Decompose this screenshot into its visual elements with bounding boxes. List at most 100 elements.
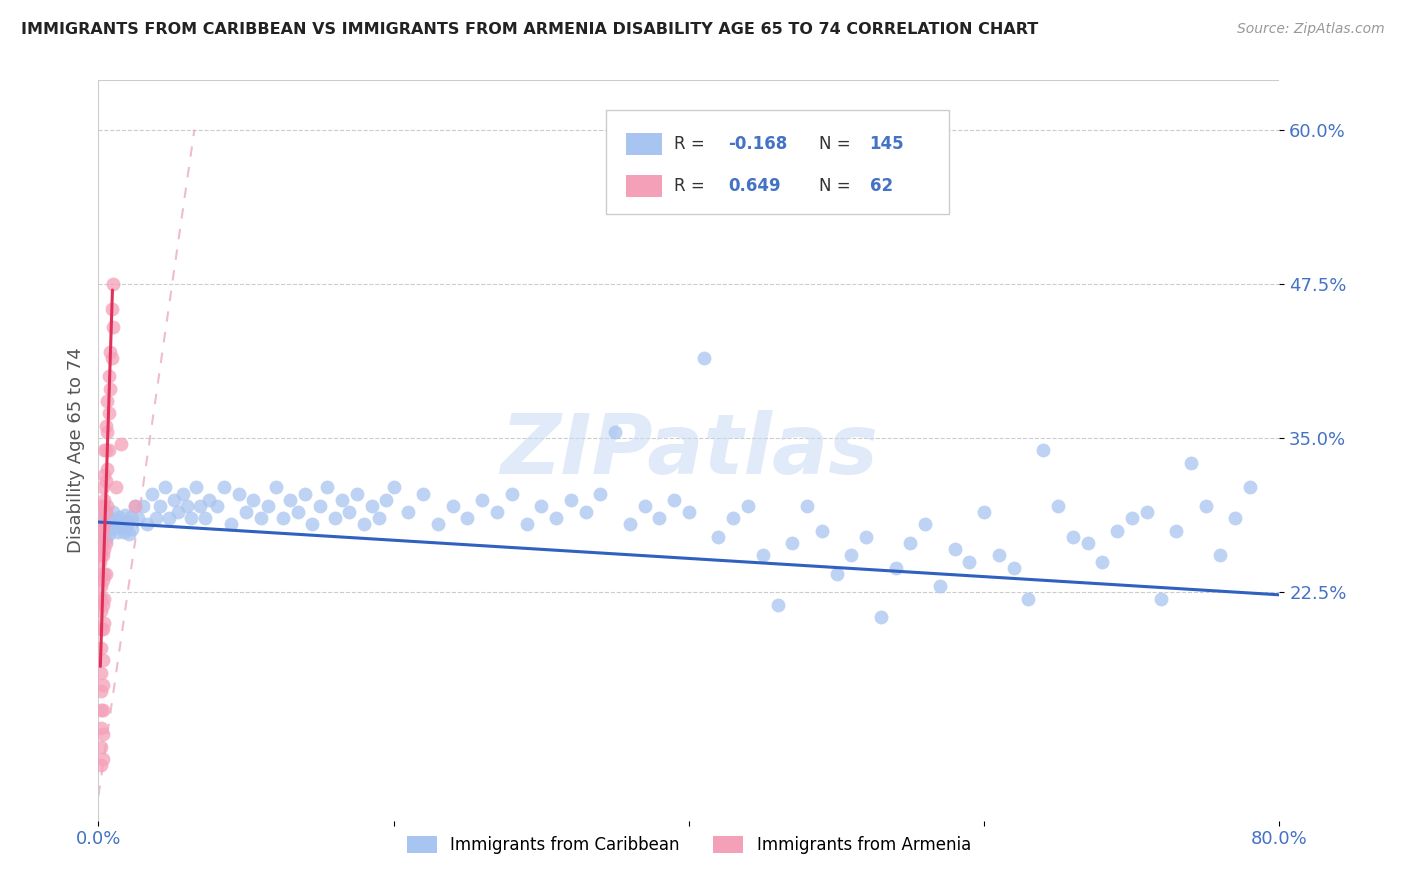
Point: [1209, 549, 1232, 563]
Point: [198, 492, 221, 507]
Point: [235, 505, 257, 519]
Point: [93, 517, 115, 532]
Point: [723, 511, 745, 525]
Text: -0.168: -0.168: [728, 135, 787, 153]
Point: [752, 549, 775, 563]
Point: [1046, 499, 1070, 513]
Point: [194, 511, 217, 525]
Point: [90, 623, 112, 637]
Point: [97, 407, 120, 421]
Point: [1239, 480, 1261, 494]
Point: [294, 486, 316, 500]
Point: [111, 515, 134, 529]
Text: R =: R =: [673, 135, 710, 153]
Point: [90, 640, 112, 655]
Text: 0.649: 0.649: [728, 178, 780, 195]
Point: [93, 520, 115, 534]
Point: [943, 542, 966, 557]
Point: [96, 394, 118, 409]
Point: [427, 517, 450, 532]
Point: [810, 524, 832, 538]
Point: [664, 492, 686, 507]
Point: [157, 511, 180, 525]
Point: [516, 517, 538, 532]
Point: [115, 520, 138, 534]
Point: [89, 530, 111, 544]
Point: [91, 549, 114, 563]
Point: [91, 573, 114, 587]
Point: [560, 492, 582, 507]
Point: [118, 527, 141, 541]
Point: [1032, 443, 1054, 458]
Point: [89, 542, 111, 557]
Point: [98, 344, 121, 359]
Point: [914, 517, 936, 532]
Point: [589, 486, 612, 500]
Point: [90, 511, 112, 525]
Point: [93, 468, 115, 483]
Point: [180, 511, 202, 525]
Point: [91, 499, 114, 513]
Point: [1002, 560, 1025, 574]
Point: [959, 554, 981, 569]
Point: [330, 492, 353, 507]
Point: [94, 533, 117, 547]
Point: [105, 512, 128, 526]
Point: [94, 536, 117, 550]
Point: [205, 499, 228, 513]
Point: [105, 480, 128, 494]
Point: [93, 542, 115, 557]
Text: N =: N =: [818, 135, 856, 153]
Point: [100, 301, 122, 316]
Point: [546, 511, 568, 525]
Point: [973, 505, 995, 519]
Point: [280, 492, 302, 507]
Point: [93, 591, 115, 606]
Point: [167, 505, 190, 519]
Point: [353, 517, 375, 532]
Point: [1062, 530, 1084, 544]
Point: [90, 579, 112, 593]
Point: [149, 499, 172, 513]
Point: [1150, 591, 1173, 606]
Point: [91, 623, 114, 637]
Point: [1180, 456, 1202, 470]
Point: [94, 566, 117, 581]
Point: [264, 480, 287, 494]
Point: [323, 511, 346, 525]
Point: [1121, 511, 1143, 525]
Point: [90, 604, 112, 618]
Point: [98, 515, 121, 529]
FancyBboxPatch shape: [626, 133, 662, 155]
Point: [471, 492, 494, 507]
FancyBboxPatch shape: [606, 110, 949, 213]
Point: [124, 499, 146, 513]
Text: IMMIGRANTS FROM CARIBBEAN VS IMMIGRANTS FROM ARMENIA DISABILITY AGE 65 TO 74 COR: IMMIGRANTS FROM CARIBBEAN VS IMMIGRANTS …: [21, 22, 1039, 37]
Point: [441, 499, 464, 513]
Text: R =: R =: [673, 178, 710, 195]
Point: [100, 351, 122, 365]
Point: [96, 462, 118, 476]
Point: [103, 505, 125, 519]
Point: [96, 499, 118, 513]
Point: [1195, 499, 1218, 513]
Point: [900, 536, 922, 550]
Point: [316, 480, 339, 494]
Point: [605, 425, 627, 439]
Point: [929, 579, 952, 593]
Point: [176, 499, 198, 513]
Point: [242, 492, 264, 507]
Point: [90, 591, 112, 606]
Point: [796, 499, 818, 513]
Point: [108, 510, 131, 524]
Point: [153, 480, 176, 494]
Text: N =: N =: [818, 178, 856, 195]
Point: [94, 443, 117, 458]
Point: [271, 511, 294, 525]
Point: [90, 758, 112, 772]
Point: [486, 505, 509, 519]
Point: [93, 616, 115, 631]
Point: [375, 492, 398, 507]
Point: [90, 520, 112, 534]
Point: [346, 486, 368, 500]
